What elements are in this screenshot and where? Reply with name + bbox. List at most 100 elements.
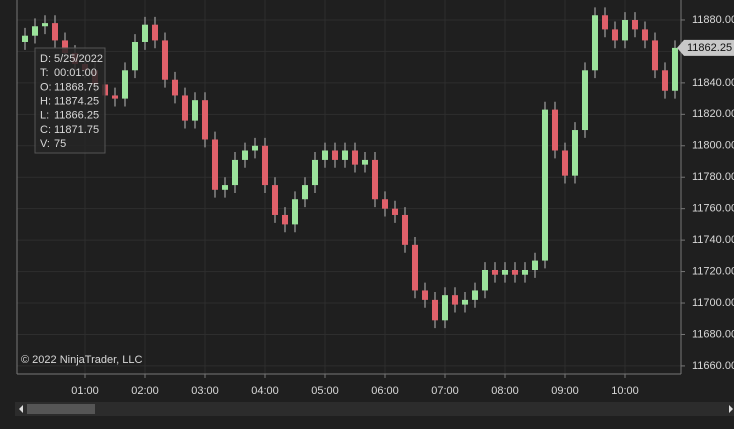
candle-body [572,130,578,176]
candle-body [142,24,148,42]
candle-body [202,100,208,140]
scroll-thumb[interactable] [27,404,95,414]
candle-body [332,150,338,160]
tooltip-value: 11868.75 [54,81,99,93]
scroll-right[interactable] [729,405,733,413]
tooltip-key: H: [40,96,51,108]
candle-body [632,19,638,30]
x-tick-label: 01:00 [71,385,99,397]
candle-body [112,95,118,99]
candle-body [432,299,438,321]
tooltip-value: 11874.25 [54,96,99,108]
candle-body [422,290,428,300]
x-tick-label: 05:00 [311,385,339,397]
candle-body [532,260,538,271]
candle-body [302,185,308,200]
candle-body [192,100,198,121]
candle-body [162,40,168,80]
y-tick-label: 11840.00 [692,77,734,89]
candle-body [662,70,668,91]
candle-body [312,159,318,186]
candle-body [262,145,268,186]
tooltip-value: 11871.75 [54,124,99,136]
x-tick-label: 02:00 [131,385,159,397]
y-tick-label: 11720.00 [692,265,734,277]
candle-body [622,19,628,41]
x-tick-label: 09:00 [551,385,579,397]
x-tick-label: 04:00 [251,385,279,397]
candle-body [392,208,398,215]
x-tick-label: 07:00 [431,385,459,397]
y-tick-label: 11660.00 [692,360,734,372]
x-tick-label: 10:00 [611,385,639,397]
tooltip-value: 75 [54,138,66,150]
candles [22,7,678,329]
y-tick-label: 11820.00 [692,108,734,120]
y-tick-label: 11740.00 [692,234,734,246]
candle-body [592,15,598,71]
candle-body [442,295,448,321]
tooltip-value: 11866.25 [54,110,99,122]
candle-body [362,159,368,165]
tooltip-key: V: [40,138,50,150]
candle-body [382,199,388,209]
candle-body [602,15,608,30]
copyright: © 2022 NinjaTrader, LLC [21,354,142,366]
candle-body [582,70,588,131]
candle-body [612,29,618,41]
candle-body [132,41,138,71]
candle-body [122,70,128,99]
tooltip-value: 5/25/2022 [54,53,103,65]
tooltip-lines: D: 5/25/2022 T: 00:01:00O: 11868.75H: 11874.2… [40,53,103,150]
candle-body [242,150,248,160]
tooltip-key: L: [40,110,49,122]
candle-body [462,299,468,305]
tooltip-key: C: [40,124,51,136]
candle-body [502,270,508,275]
candle-body [322,150,328,160]
tooltip-key: T: [40,67,49,79]
candle-body [22,35,28,42]
axes: 11660.00 11680.00 11700.00 11720.00 11740.00… [71,14,734,397]
y-tick-label: 11780.00 [692,171,734,183]
candle-body [642,29,648,41]
y-tick-label: 11800.00 [692,140,734,152]
tooltip-value: 00:01:00 [54,67,97,79]
tooltip-key: D: [40,53,51,65]
candle-body [62,40,68,53]
candle-body [222,185,228,190]
candle-body [52,23,58,41]
candle-body [352,150,358,165]
candle-body [272,185,278,215]
candle-body [232,159,238,186]
candle-body [492,270,498,275]
candle-body [552,109,558,151]
grid [17,0,681,374]
candle-body [42,23,48,27]
candle-body [292,199,298,225]
price-marker-label: 11862.25 [687,42,732,54]
candle-body [252,145,258,151]
candle-body [402,214,408,245]
candle-body [412,244,418,291]
candle-body [482,270,488,291]
candle-body [342,150,348,160]
scroll-left[interactable] [19,405,23,413]
candle-body [152,24,158,41]
candle-body [452,295,458,305]
y-tick-label: 11680.00 [692,328,734,340]
x-tick-label: 06:00 [371,385,399,397]
y-tick-label: 11760.00 [692,203,734,215]
x-tick-label: 08:00 [491,385,519,397]
candle-body [172,79,178,96]
tooltip-key: O: [40,81,52,93]
y-tick-label: 11880.00 [692,14,734,26]
candle-body [672,47,678,91]
tooltip-box [34,47,106,154]
scrollbar[interactable] [15,402,734,416]
candle-body [212,139,218,190]
candle-body [282,214,288,225]
y-tick-label: 11700.00 [692,297,734,309]
